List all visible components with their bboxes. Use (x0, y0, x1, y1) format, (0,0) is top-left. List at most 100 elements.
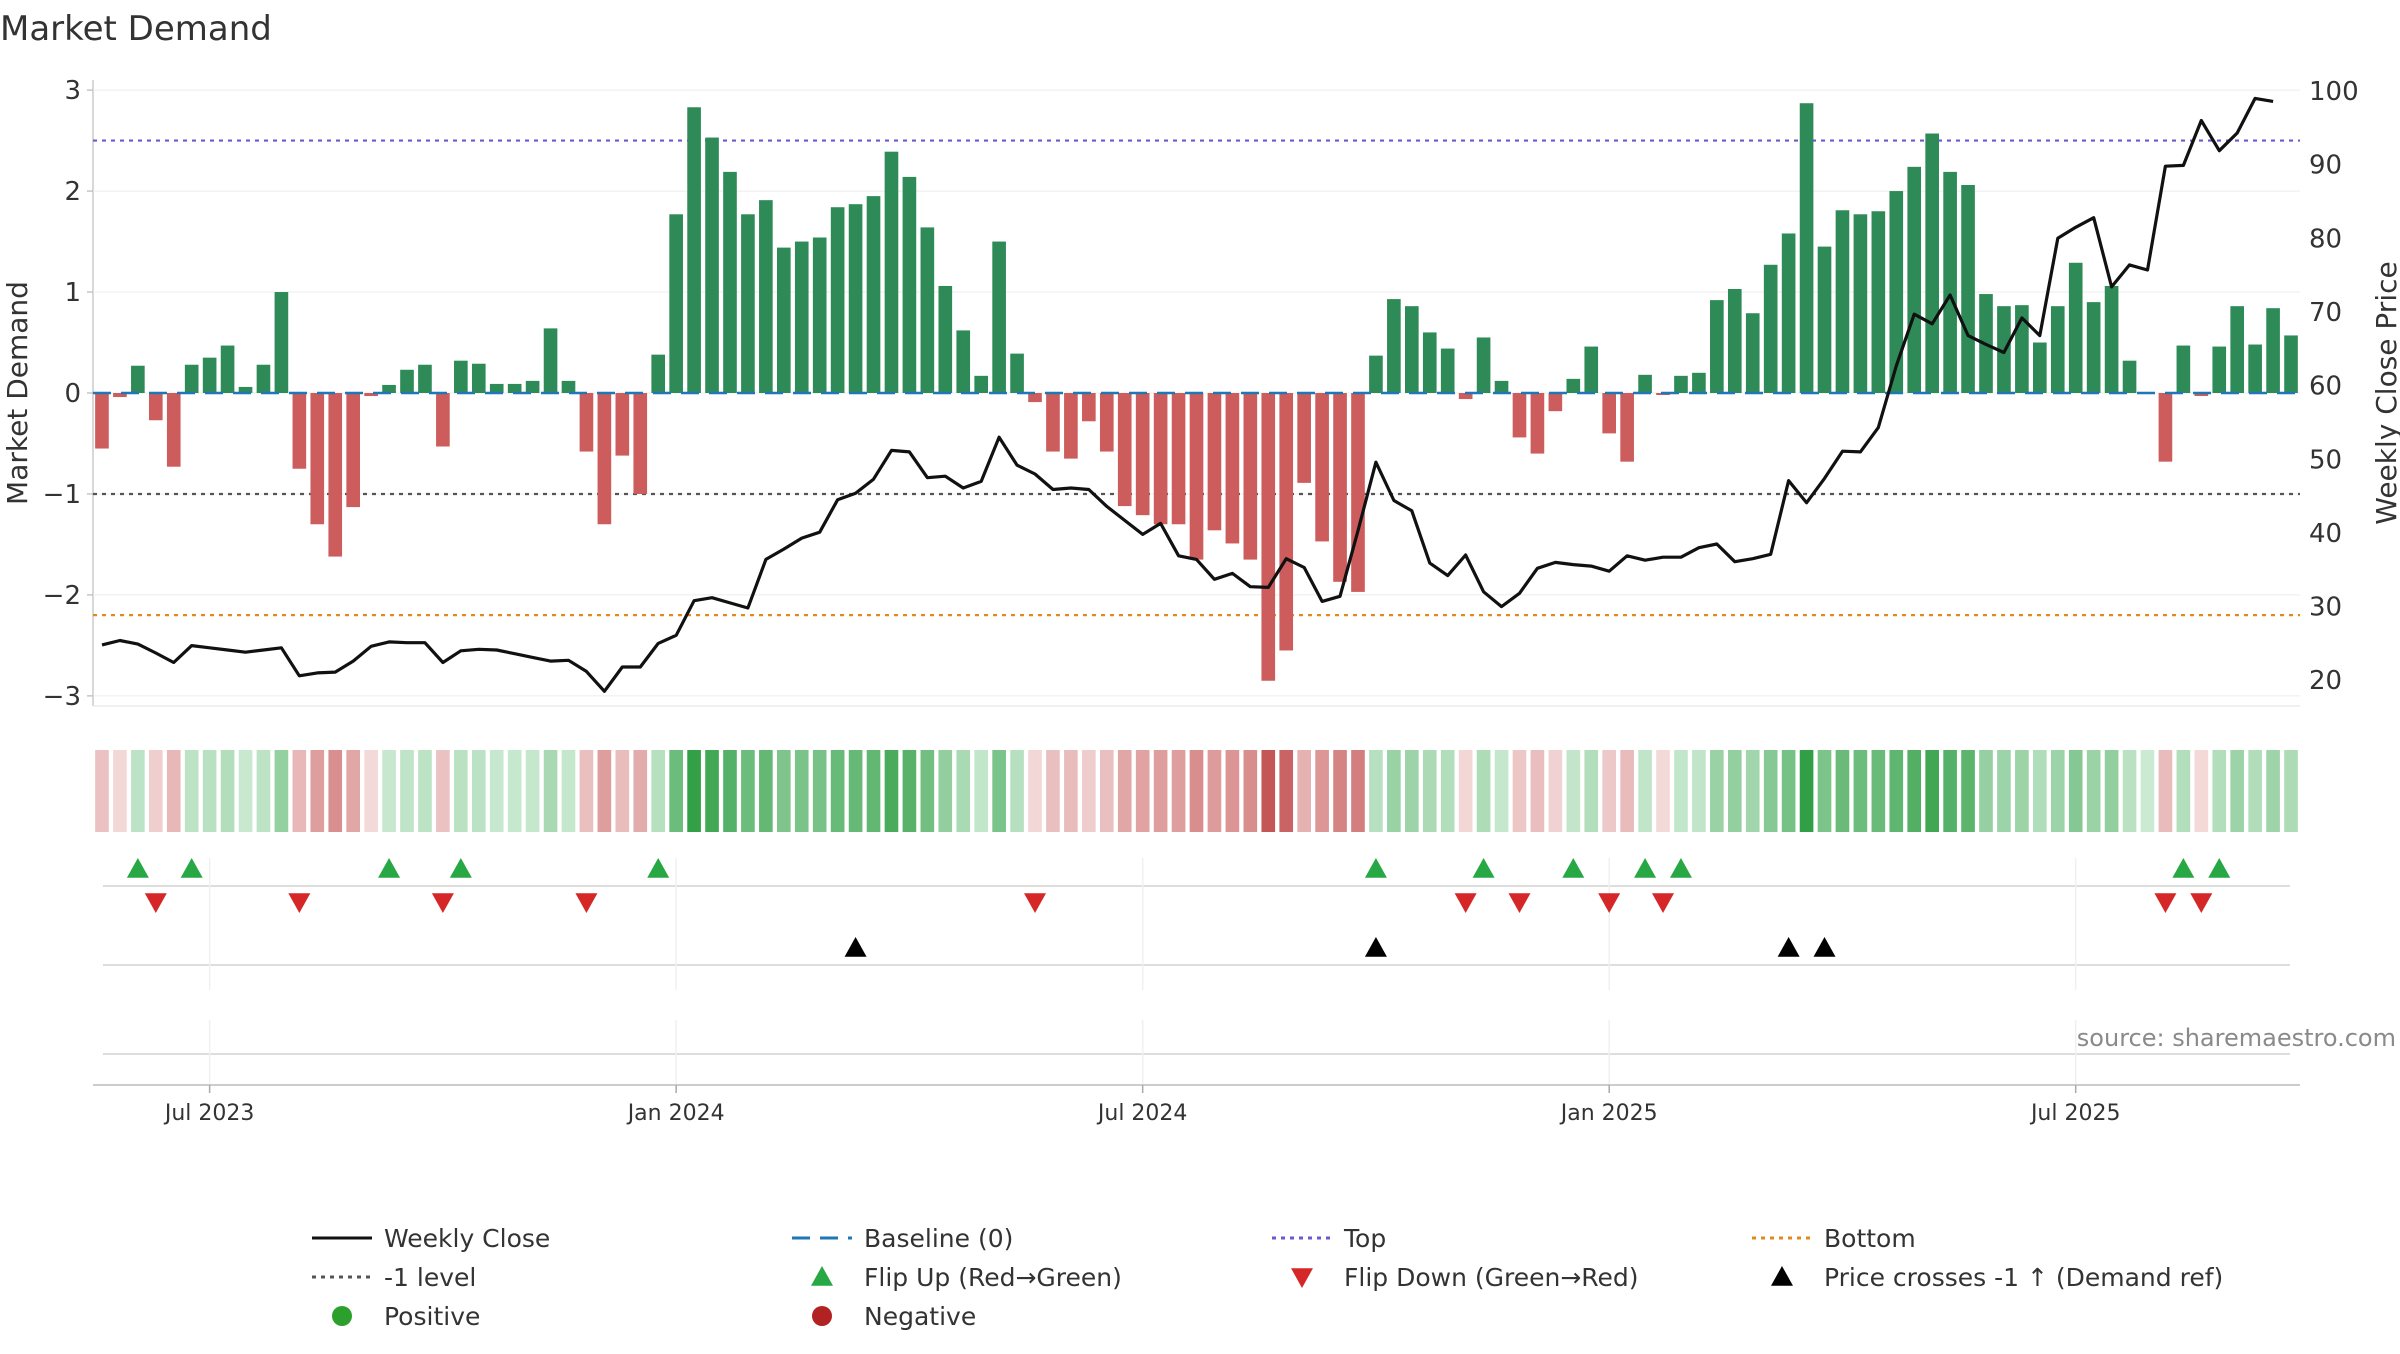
demand-bar (490, 384, 504, 393)
heat-cell (1495, 750, 1509, 832)
heat-cell (382, 750, 396, 832)
heat-cell (616, 750, 630, 832)
heat-cell (185, 750, 199, 832)
flip-down-marker (1598, 893, 1620, 913)
y-right-tick-label: 100 (2309, 77, 2359, 107)
flip-down-marker (2190, 893, 2212, 913)
demand-bar (1100, 393, 1114, 452)
heat-cell (1710, 750, 1724, 832)
heat-cell (2033, 750, 2047, 832)
heat-cell (2141, 750, 2155, 832)
heat-cell (1889, 750, 1903, 832)
demand-bar (580, 393, 594, 452)
heat-cell (1764, 750, 1778, 832)
heat-cell (1979, 750, 1993, 832)
heat-cell (1297, 750, 1311, 832)
demand-bar (1531, 393, 1545, 454)
demand-bar (1728, 289, 1742, 393)
legend-label: Weekly Close (384, 1224, 550, 1253)
demand-bar (167, 393, 181, 467)
x-tick-label: Jan 2024 (626, 1101, 725, 1126)
demand-bar (921, 227, 935, 393)
demand-bar (974, 376, 988, 393)
y-right-tick-label: 40 (2309, 519, 2342, 549)
legend-swatch-dot (332, 1306, 352, 1326)
heat-cell (2159, 750, 2173, 832)
heat-cell (1800, 750, 1814, 832)
legend-label: Flip Up (Red→Green) (864, 1263, 1122, 1292)
heat-cell (1854, 750, 1868, 832)
heat-cell (508, 750, 522, 832)
legend-item: Positive (332, 1302, 480, 1331)
legend-item: Flip Down (Green→Red) (1291, 1263, 1639, 1292)
demand-bar (938, 286, 952, 393)
y-left-tick-label: 2 (64, 177, 81, 207)
demand-bar (651, 355, 665, 393)
heat-cell (526, 750, 540, 832)
legend-label: Baseline (0) (864, 1224, 1013, 1253)
y-right-tick-label: 20 (2309, 666, 2342, 696)
heat-cell (1369, 750, 1383, 832)
flip-up-marker (2172, 858, 2194, 878)
heat-cell (2248, 750, 2262, 832)
demand-bar (2284, 335, 2298, 393)
demand-bar (1477, 337, 1491, 393)
heat-cell (1656, 750, 1670, 832)
flip-up-marker (1473, 858, 1495, 878)
demand-bar (669, 214, 683, 393)
heat-cell (2123, 750, 2137, 832)
demand-bar (472, 364, 486, 393)
demand-bar (795, 242, 809, 393)
heat-cell (1925, 750, 1939, 832)
legend-swatch-triangle (1291, 1268, 1313, 1288)
demand-bar (1710, 300, 1724, 393)
flip-down-marker (432, 893, 454, 913)
demand-bar (1369, 356, 1383, 393)
heat-cell (2266, 750, 2280, 832)
heat-cell (1549, 750, 1563, 832)
demand-bar (956, 330, 970, 393)
demand-bar (1549, 393, 1563, 411)
price-cross-marker (1814, 937, 1836, 957)
heat-cell (651, 750, 665, 832)
heat-cell (921, 750, 935, 832)
heat-cell (849, 750, 863, 832)
heat-cell (903, 750, 917, 832)
demand-bar (1513, 393, 1527, 437)
heat-cell (1584, 750, 1598, 832)
demand-bar (759, 200, 773, 393)
demand-bar (1279, 393, 1293, 650)
flip-down-marker (1508, 893, 1530, 913)
heat-cell (1064, 750, 1078, 832)
heat-cell (2284, 750, 2298, 832)
source-label: source: sharemaestro.com (2077, 1024, 2396, 1052)
demand-bar (633, 393, 647, 494)
x-tick-label: Jan 2025 (1559, 1101, 1658, 1126)
demand-bar (741, 214, 755, 393)
flip-down-marker (1024, 893, 1046, 913)
heat-cell (759, 750, 773, 832)
demand-bar (1405, 306, 1419, 393)
heat-cell (1746, 750, 1760, 832)
demand-bar (1351, 393, 1365, 592)
heat-cell (1531, 750, 1545, 832)
demand-bar (544, 328, 558, 393)
demand-bar (328, 393, 342, 557)
heat-cell (1387, 750, 1401, 832)
y-right-tick-label: 50 (2309, 445, 2342, 475)
heat-cell (113, 750, 127, 832)
heat-cell (1154, 750, 1168, 832)
heat-cell (167, 750, 181, 832)
demand-bar (382, 385, 396, 393)
demand-bar (1208, 393, 1222, 530)
demand-bar (598, 393, 612, 524)
heat-cell (580, 750, 594, 832)
heat-cell (885, 750, 899, 832)
demand-bar (1907, 167, 1921, 393)
demand-bar (1602, 393, 1616, 433)
demand-bar (2177, 346, 2191, 393)
flip-up-marker (1670, 858, 1692, 878)
demand-bar (454, 361, 468, 393)
flip-up-marker (1562, 858, 1584, 878)
legend-label: Bottom (1824, 1224, 1916, 1253)
